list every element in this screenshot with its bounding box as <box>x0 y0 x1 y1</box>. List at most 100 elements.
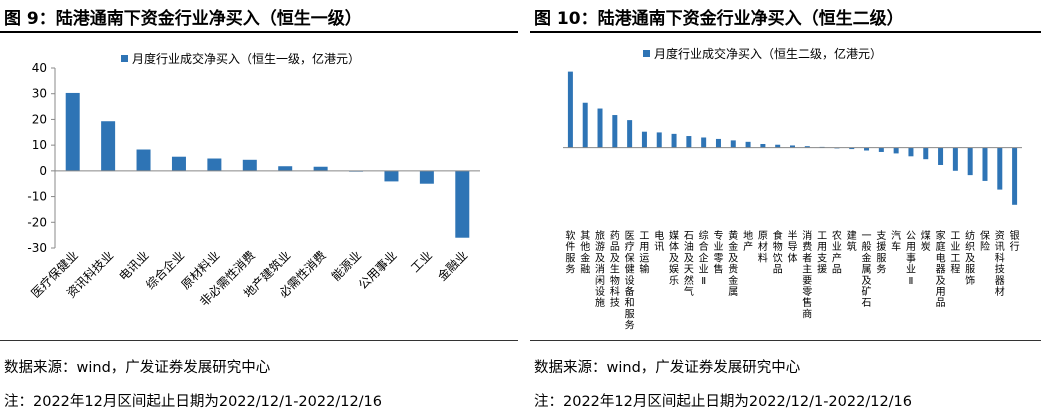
y-tick-label: -20 <box>27 215 47 229</box>
legend-swatch <box>121 55 128 62</box>
x-tick-label: 资讯科技器材 <box>995 230 1005 298</box>
bar <box>790 145 795 148</box>
legend-swatch <box>643 50 650 57</box>
title-rule <box>530 31 1041 33</box>
bar <box>641 131 647 148</box>
x-tick-label: 煤炭 <box>921 229 931 253</box>
x-tick-label: 软件服务 <box>565 229 575 276</box>
x-tick-label: 半导体 <box>788 229 798 264</box>
figure-title: 图 9：陆港通南下资金行业净买入（恒生一级） <box>4 9 362 29</box>
bar <box>938 147 944 165</box>
bar <box>627 120 633 148</box>
bar <box>582 102 588 148</box>
bar <box>760 144 766 148</box>
x-tick-label: 汽车 <box>891 229 901 253</box>
legend-label: 月度行业成交净买入（恒生二级，亿港元） <box>654 46 882 61</box>
bar <box>982 147 988 181</box>
x-tick-label: 保险 <box>980 229 990 253</box>
title-rule <box>0 31 518 33</box>
y-tick-label: 10 <box>32 138 47 152</box>
bar <box>136 149 151 171</box>
bar <box>923 147 929 160</box>
bar <box>775 144 781 148</box>
bar <box>567 71 573 148</box>
bar <box>1012 147 1018 205</box>
bar <box>65 92 80 171</box>
x-tick-label: 建筑 <box>847 229 857 253</box>
footer-rule <box>0 340 518 341</box>
x-tick-label: 工业 <box>408 248 435 275</box>
x-tick-label: 公用事业 <box>356 248 400 292</box>
bar <box>908 147 914 157</box>
x-tick-label: 原材料 <box>758 230 768 264</box>
bar <box>101 121 116 171</box>
bar <box>967 147 973 176</box>
figure-title: 图 10：陆港通南下资金行业净买入（恒生二级） <box>534 9 904 29</box>
x-tick-label: 工用支援 <box>817 231 827 276</box>
bar <box>745 141 751 148</box>
bar <box>671 133 677 148</box>
x-tick-label: 食物饮品 <box>773 229 783 276</box>
bar <box>952 147 958 171</box>
x-tick-label: 旅游及消闲设施 <box>595 229 605 309</box>
data-source: 数据来源：wind，广发证券发展研究中心 <box>4 360 271 376</box>
legend-label: 月度行业成交净买入（恒生一级，亿港元） <box>132 51 360 66</box>
x-tick-label: 公用事业 Ⅱ <box>906 231 916 287</box>
x-tick-label: 综合企业 Ⅱ <box>699 229 709 287</box>
bar <box>242 159 257 171</box>
x-tick-label: 纺织及服饰 <box>965 229 975 287</box>
bar <box>656 132 662 148</box>
bar <box>997 147 1003 190</box>
bar <box>864 147 870 151</box>
y-tick-label: 30 <box>32 87 47 101</box>
panel-hs-level1: 图 9：陆港通南下资金行业净买入（恒生一级） 月度行业成交净买入（恒生一级，亿港… <box>0 0 518 420</box>
bar <box>804 146 810 148</box>
x-tick-label: 石油及天然气 <box>684 231 694 298</box>
x-tick-label: 工用运输 <box>639 231 649 276</box>
bar <box>893 147 899 154</box>
bar <box>384 170 399 182</box>
footer-rule <box>530 340 1041 341</box>
period-note: 注：2022年12月区间起止日期为2022/12/1-2022/12/16 <box>534 394 913 410</box>
bar <box>730 140 736 148</box>
y-tick-label: 20 <box>32 112 47 126</box>
x-tick-label: 医疗保健设备和服务 <box>625 230 635 332</box>
bar <box>419 170 434 184</box>
x-tick-label: 电讯 <box>654 229 664 253</box>
bar <box>878 147 884 152</box>
chart-hs-level2: 月度行业成交净买入（恒生二级，亿港元） 软件服务其他金融旅游及消闲设施药品及生物科… <box>563 46 1022 332</box>
x-tick-label: 一般金属及矿石 <box>862 231 872 309</box>
chart-hs-level1: 月度行业成交净买入（恒生一级，亿港元）403020100-10-20-30医疗保… <box>27 51 480 309</box>
period-note: 注：2022年12月区间起止日期为2022/12/1-2022/12/16 <box>4 394 383 410</box>
x-tick-label: 金融业 <box>434 248 470 284</box>
x-tick-label: 其他金融 <box>580 230 590 276</box>
x-tick-label: 工业工程 <box>950 231 960 276</box>
y-tick-label: -30 <box>27 241 47 255</box>
y-tick-label: 40 <box>32 61 47 75</box>
bar <box>612 115 618 148</box>
panel-hs-level2: 图 10：陆港通南下资金行业净买入（恒生二级） 月度行业成交净买入（恒生二级，亿… <box>530 0 1041 420</box>
x-tick-label: 专业零售 <box>713 229 723 276</box>
bar <box>455 170 470 238</box>
bar <box>171 156 186 171</box>
bar <box>686 136 692 148</box>
bar <box>701 137 707 148</box>
x-tick-label: 地产 <box>743 229 753 253</box>
x-tick-label: 农业产品 <box>832 229 842 276</box>
y-tick-label: -10 <box>27 190 47 204</box>
bar <box>207 158 222 171</box>
x-tick-label: 黄金及贵金属 <box>728 229 738 298</box>
x-tick-label: 银行 <box>1010 229 1020 253</box>
bar <box>715 138 721 148</box>
x-tick-label: 家庭电器及用品 <box>936 229 946 309</box>
bar <box>313 166 328 171</box>
x-tick-label: 媒体及娱乐 <box>669 230 679 287</box>
data-source: 数据来源：wind，广发证券发展研究中心 <box>534 360 801 376</box>
bar <box>597 108 603 148</box>
x-tick-label: 综合企业 <box>143 248 188 293</box>
x-tick-label: 消费者主要零售商 <box>802 229 812 320</box>
x-tick-label: 支援服务 <box>876 230 886 276</box>
bar <box>278 166 293 171</box>
y-tick-label: 0 <box>39 164 47 178</box>
bar <box>849 147 855 150</box>
